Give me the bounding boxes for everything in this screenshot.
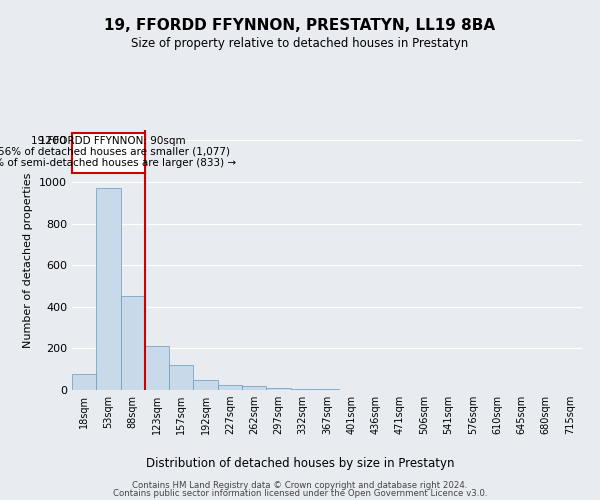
Text: 19 FFORDD FFYNNON: 90sqm: 19 FFORDD FFYNNON: 90sqm (31, 136, 186, 146)
FancyBboxPatch shape (72, 133, 145, 172)
Bar (266, 388, 290, 390)
Text: Distribution of detached houses by size in Prestatyn: Distribution of detached houses by size … (146, 458, 454, 470)
Bar (121, 296, 145, 390)
Bar (218, 386, 242, 390)
Bar (290, 389, 315, 390)
Text: 19, FFORDD FFYNNON, PRESTATYN, LL19 8BA: 19, FFORDD FFYNNON, PRESTATYN, LL19 8BA (104, 18, 496, 32)
Y-axis label: Number of detached properties: Number of detached properties (23, 172, 34, 348)
Text: Contains public sector information licensed under the Open Government Licence v3: Contains public sector information licen… (113, 489, 487, 498)
Bar (72, 374, 96, 390)
Bar (145, 346, 169, 390)
Text: Size of property relative to detached houses in Prestatyn: Size of property relative to detached ho… (131, 38, 469, 51)
Text: ← 56% of detached houses are smaller (1,077): ← 56% of detached houses are smaller (1,… (0, 147, 230, 157)
Bar (242, 386, 266, 390)
Text: Contains HM Land Registry data © Crown copyright and database right 2024.: Contains HM Land Registry data © Crown c… (132, 480, 468, 490)
Bar (193, 380, 218, 390)
Bar (96, 188, 121, 390)
Bar (169, 365, 193, 390)
Text: 43% of semi-detached houses are larger (833) →: 43% of semi-detached houses are larger (… (0, 158, 236, 168)
